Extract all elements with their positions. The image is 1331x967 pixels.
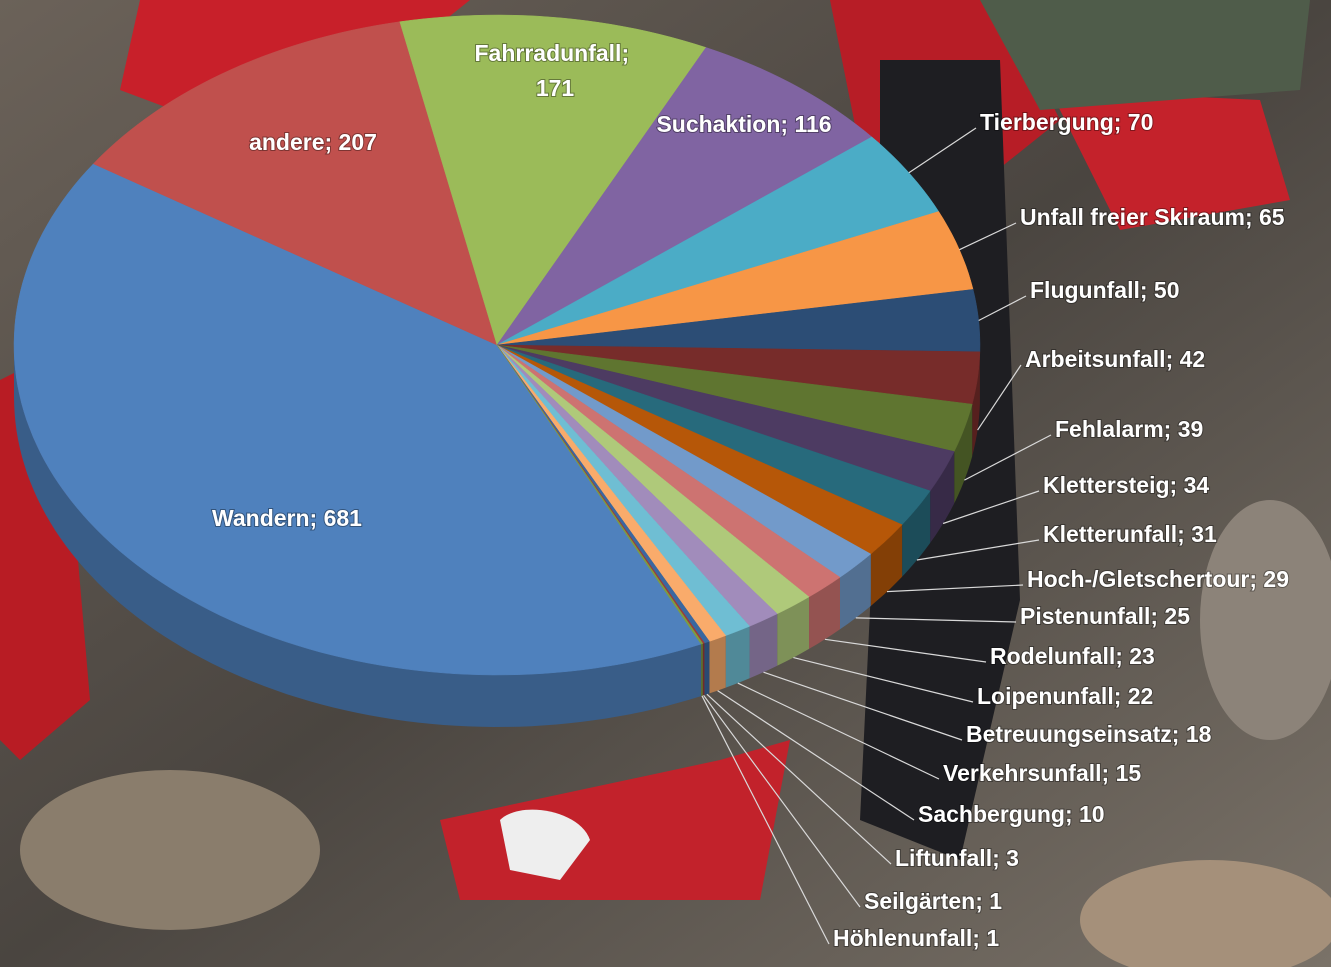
data-label: Verkehrsunfall; 15 xyxy=(943,760,1141,786)
slice xyxy=(92,21,498,346)
slice-side xyxy=(809,577,840,649)
slice-side xyxy=(777,596,809,666)
slice-side xyxy=(702,643,705,696)
leader-line xyxy=(978,295,1027,322)
data-label: Fehlalarm; 39 xyxy=(1055,416,1203,442)
slice-side xyxy=(840,554,871,630)
data-label: Rodelunfall; 23 xyxy=(990,643,1155,669)
data-label: Fahrradunfall; 171 xyxy=(474,40,635,101)
slice-side xyxy=(930,451,955,543)
slice xyxy=(496,344,955,492)
slice-side xyxy=(749,613,778,679)
leader-line xyxy=(977,364,1022,431)
data-label: Unfall freier Skiraum; 65 xyxy=(1020,204,1285,230)
leader-line xyxy=(959,222,1017,251)
labels: Wandern; 681 andere; 207 Fahrradunfall; 17… xyxy=(211,39,1290,952)
leader-line xyxy=(701,695,830,945)
leader-line xyxy=(886,584,1024,593)
slice-side xyxy=(701,643,703,697)
data-label: Sachbergung; 10 xyxy=(918,801,1105,827)
data-label: Suchaktion; 116 xyxy=(656,111,831,137)
leader-line xyxy=(824,638,987,663)
slice-side xyxy=(954,404,973,504)
leader-line xyxy=(706,693,892,865)
slice xyxy=(496,344,931,526)
data-label: Höhlenunfall; 1 xyxy=(833,925,999,951)
data-label: Pistenunfall; 25 xyxy=(1020,603,1190,629)
data-label: Betreuungseinsatz; 18 xyxy=(966,721,1212,747)
data-label: Tierbergung; 70 xyxy=(980,109,1153,135)
leader-line xyxy=(737,682,940,780)
leader-line xyxy=(964,434,1052,481)
slice-side xyxy=(972,351,980,457)
data-label: Wandern; 681 xyxy=(212,505,362,531)
data-label: andere; 207 xyxy=(249,129,377,155)
data-label: Liftunfall; 3 xyxy=(895,845,1019,871)
slice-side xyxy=(709,635,726,694)
slice xyxy=(496,344,973,452)
leader-line xyxy=(916,539,1040,561)
slice-side xyxy=(870,524,903,606)
slice xyxy=(496,344,704,645)
data-label: Hoch-/Gletschertour; 29 xyxy=(1027,566,1289,592)
leader-line xyxy=(763,671,963,741)
slice xyxy=(13,163,702,676)
leader-line xyxy=(717,690,915,821)
slice-side xyxy=(704,641,710,695)
slice-side xyxy=(902,490,931,577)
data-label: Arbeitsunfall; 42 xyxy=(1025,346,1205,372)
slice xyxy=(496,136,940,346)
leader-line xyxy=(942,490,1040,525)
leader-line xyxy=(855,617,1017,623)
slice xyxy=(399,14,707,346)
leader-line xyxy=(793,657,974,703)
data-label: Flugunfall; 50 xyxy=(1030,277,1180,303)
data-label: Klettersteig; 34 xyxy=(1043,472,1209,498)
slice-side xyxy=(725,626,750,688)
leader-line xyxy=(703,694,861,908)
data-label: Kletterunfall; 31 xyxy=(1043,521,1217,547)
data-label: Loipenunfall; 22 xyxy=(977,683,1153,709)
leader-line xyxy=(908,127,977,174)
slice-side xyxy=(14,345,702,727)
slice xyxy=(496,344,903,555)
data-label: Seilgärten; 1 xyxy=(864,888,1002,914)
pie xyxy=(13,14,981,727)
slice xyxy=(496,47,873,346)
